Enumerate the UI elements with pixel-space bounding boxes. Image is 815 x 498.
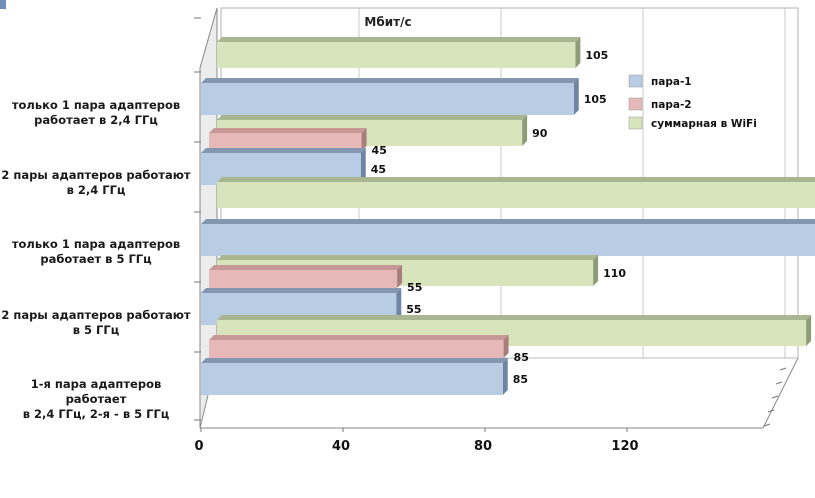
bar-side-1-4 <box>503 335 509 358</box>
depth-tick <box>775 381 783 385</box>
bar-0-2 <box>201 224 815 256</box>
data-label-0-3: 55 <box>406 303 421 316</box>
legend-swatch-1 <box>628 97 643 111</box>
data-label-2-0: 105 <box>585 49 608 62</box>
data-label-0-1: 45 <box>371 163 386 176</box>
category-label-2: 2 пары адаптеров работают в 2,4 ГГц <box>1 168 191 197</box>
legend-label-1: пара-2 <box>651 99 692 111</box>
bar-2-2 <box>217 182 815 208</box>
bar-top-1-1 <box>209 128 367 133</box>
legend-swatch-0 <box>628 74 643 88</box>
axis-title: Мбит/с <box>364 15 411 29</box>
bar-1-4 <box>209 340 504 358</box>
corner-marker <box>0 0 6 9</box>
bar-top-2-0 <box>217 37 581 42</box>
bar-top-2-2 <box>217 177 815 182</box>
bar-top-0-1 <box>201 148 366 153</box>
category-label-3: только 1 пара адаптеров работает в 5 ГГц <box>11 237 181 266</box>
category-label-4: 2 пары адаптеров работают в 5 ГГц <box>1 308 191 337</box>
bar-top-0-4 <box>201 358 508 363</box>
bar-side-2-1 <box>522 115 528 146</box>
x-tick-label: 120 <box>611 439 638 454</box>
legend-label-0: пара-1 <box>651 76 692 88</box>
x-tick-label: 80 <box>474 439 492 454</box>
data-label-0-4: 85 <box>513 373 528 386</box>
legend-label-2: суммарная в WiFi <box>651 118 757 130</box>
bar-side-2-3 <box>593 255 599 286</box>
bar-top-0-0 <box>201 78 579 83</box>
depth-tick <box>767 409 775 413</box>
bar-top-1-3 <box>209 265 403 270</box>
bar-top-2-3 <box>217 255 599 260</box>
bar-side-0-1 <box>360 148 366 185</box>
category-label-1: только 1 пара адаптеров работает в 2,4 Г… <box>11 98 181 127</box>
x-tick-label: 40 <box>332 439 350 454</box>
bar-side-1-1 <box>361 128 367 151</box>
bar-top-1-4 <box>209 335 509 340</box>
data-label-1-1: 45 <box>372 144 387 157</box>
bar-top-2-1 <box>217 115 528 120</box>
bar-0-0 <box>201 83 574 115</box>
bar-0-4 <box>201 363 503 395</box>
depth-tick <box>779 367 787 371</box>
category-label-5: 1-я пара адаптеров работает в 2,4 ГГц, 2… <box>22 377 170 421</box>
bar-top-2-4 <box>217 315 812 320</box>
data-label-2-1: 90 <box>532 127 548 140</box>
depth-tick <box>763 423 771 427</box>
data-label-1-3: 55 <box>407 281 422 294</box>
bar-side-2-4 <box>806 315 812 346</box>
bar-1-3 <box>209 270 398 288</box>
bar-side-0-4 <box>502 358 508 395</box>
bar-side-0-0 <box>573 78 579 115</box>
bar-1-1 <box>209 133 362 151</box>
data-label-0-0: 105 <box>584 93 607 106</box>
legend-swatch-2 <box>628 116 643 130</box>
bar-top-0-3 <box>201 288 402 293</box>
bar-2-0 <box>217 42 576 68</box>
data-label-1-4: 85 <box>514 351 529 364</box>
bar-side-1-3 <box>397 265 403 288</box>
bar-top-0-2 <box>201 219 815 224</box>
x-tick-label: 0 <box>194 439 203 454</box>
floor-right-edge <box>762 357 799 429</box>
depth-tick <box>771 395 779 399</box>
data-label-2-3: 110 <box>603 267 626 280</box>
bar-side-2-0 <box>575 37 581 68</box>
